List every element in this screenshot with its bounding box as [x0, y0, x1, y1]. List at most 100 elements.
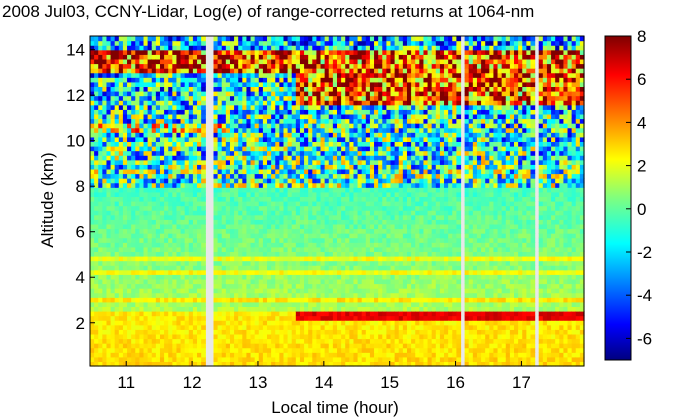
heatmap-cell: [382, 242, 387, 248]
heatmap-cell: [382, 292, 387, 298]
heatmap-cell: [217, 136, 223, 143]
heatmap-cell: [176, 361, 182, 367]
heatmap-cell: [127, 113, 132, 120]
heatmap-cell: [242, 306, 248, 312]
heatmap-cell: [337, 91, 342, 97]
heatmap-cell: [295, 146, 301, 152]
heatmap-cell: [287, 320, 293, 326]
heatmap-cell: [357, 68, 363, 74]
heatmap-cell: [110, 146, 116, 152]
heatmap-cell: [312, 205, 318, 211]
heatmap-cell: [320, 201, 326, 207]
heatmap-cell: [98, 237, 103, 243]
heatmap-cell: [254, 187, 260, 193]
heatmap-cell: [382, 329, 387, 335]
heatmap-cell: [304, 251, 309, 257]
heatmap-cell: [90, 343, 95, 349]
heatmap-cell: [172, 223, 178, 230]
heatmap-cell: [172, 228, 178, 234]
heatmap-cell: [139, 178, 145, 184]
heatmap-cell: [287, 251, 293, 257]
heatmap-cell: [374, 86, 379, 92]
heatmap-cell: [242, 329, 248, 335]
heatmap-cell: [118, 113, 124, 120]
heatmap-cell: [118, 77, 124, 83]
heatmap-cell: [279, 356, 285, 363]
heatmap-cell: [291, 164, 297, 170]
heatmap-cell: [382, 324, 387, 330]
heatmap-cell: [258, 132, 264, 138]
heatmap-cell: [188, 219, 194, 225]
heatmap-cell: [201, 292, 206, 298]
heatmap-cell: [320, 100, 326, 106]
heatmap-cell: [110, 95, 116, 101]
heatmap-cell: [250, 292, 256, 298]
heatmap-cell: [308, 127, 313, 133]
heatmap-cell: [238, 109, 243, 115]
heatmap-cell: [349, 182, 355, 188]
heatmap-cell: [98, 278, 103, 285]
heatmap-cell: [176, 292, 182, 298]
heatmap-cell: [213, 77, 219, 83]
heatmap-cell: [201, 324, 206, 330]
heatmap-cell: [345, 256, 350, 262]
heatmap-cell: [229, 159, 235, 165]
heatmap-cell: [201, 306, 206, 312]
heatmap-cell: [337, 86, 342, 92]
heatmap-cell: [159, 265, 165, 271]
heatmap-cell: [353, 173, 359, 179]
heatmap-cell: [267, 132, 272, 138]
heatmap-cell: [365, 260, 371, 266]
heatmap-cell: [341, 265, 346, 271]
heatmap-cell: [139, 347, 145, 353]
heatmap-cell: [188, 136, 194, 143]
heatmap-cell: [151, 104, 157, 110]
heatmap-cell: [287, 132, 293, 138]
heatmap-cell: [176, 223, 182, 230]
heatmap-cell: [345, 242, 350, 248]
heatmap-cell: [238, 191, 243, 198]
heatmap-cell: [316, 113, 322, 120]
heatmap-cell: [312, 91, 318, 97]
heatmap-cell: [374, 187, 379, 193]
heatmap-cell: [164, 210, 169, 216]
heatmap-cell: [217, 45, 223, 51]
heatmap-cell: [151, 49, 157, 55]
heatmap-cell: [176, 77, 182, 83]
heatmap-cell: [324, 251, 330, 257]
heatmap-cell: [151, 191, 157, 198]
heatmap-cell: [159, 205, 165, 211]
heatmap-cell: [308, 187, 313, 193]
heatmap-cell: [172, 329, 178, 335]
heatmap-cell: [122, 201, 128, 207]
heatmap-cell: [135, 159, 140, 165]
heatmap-cell: [291, 288, 297, 294]
heatmap-cell: [229, 228, 235, 234]
heatmap-cell: [238, 352, 243, 358]
heatmap-cell: [279, 168, 285, 175]
heatmap-cell: [238, 320, 243, 326]
heatmap-cell: [213, 214, 219, 220]
heatmap-cell: [188, 155, 194, 161]
heatmap-cell: [184, 113, 190, 120]
heatmap-cell: [188, 159, 194, 165]
heatmap-cell: [229, 49, 235, 55]
heatmap-cell: [164, 72, 169, 78]
heatmap-cell: [254, 136, 260, 143]
heatmap-cell: [258, 301, 264, 308]
heatmap-cell: [328, 132, 334, 138]
heatmap-cell: [304, 242, 309, 248]
heatmap-cell: [172, 91, 178, 97]
heatmap-cell: [131, 187, 136, 193]
heatmap-cell: [135, 86, 140, 92]
heatmap-cell: [283, 182, 289, 188]
heatmap-cell: [135, 315, 140, 321]
heatmap-cell: [246, 343, 252, 349]
heatmap-cell: [135, 191, 140, 198]
heatmap-cell: [217, 191, 223, 198]
heatmap-cell: [271, 91, 276, 97]
heatmap-cell: [135, 109, 140, 115]
heatmap-cell: [94, 352, 99, 358]
heatmap-cell: [267, 219, 272, 225]
heatmap-cell: [328, 104, 334, 110]
